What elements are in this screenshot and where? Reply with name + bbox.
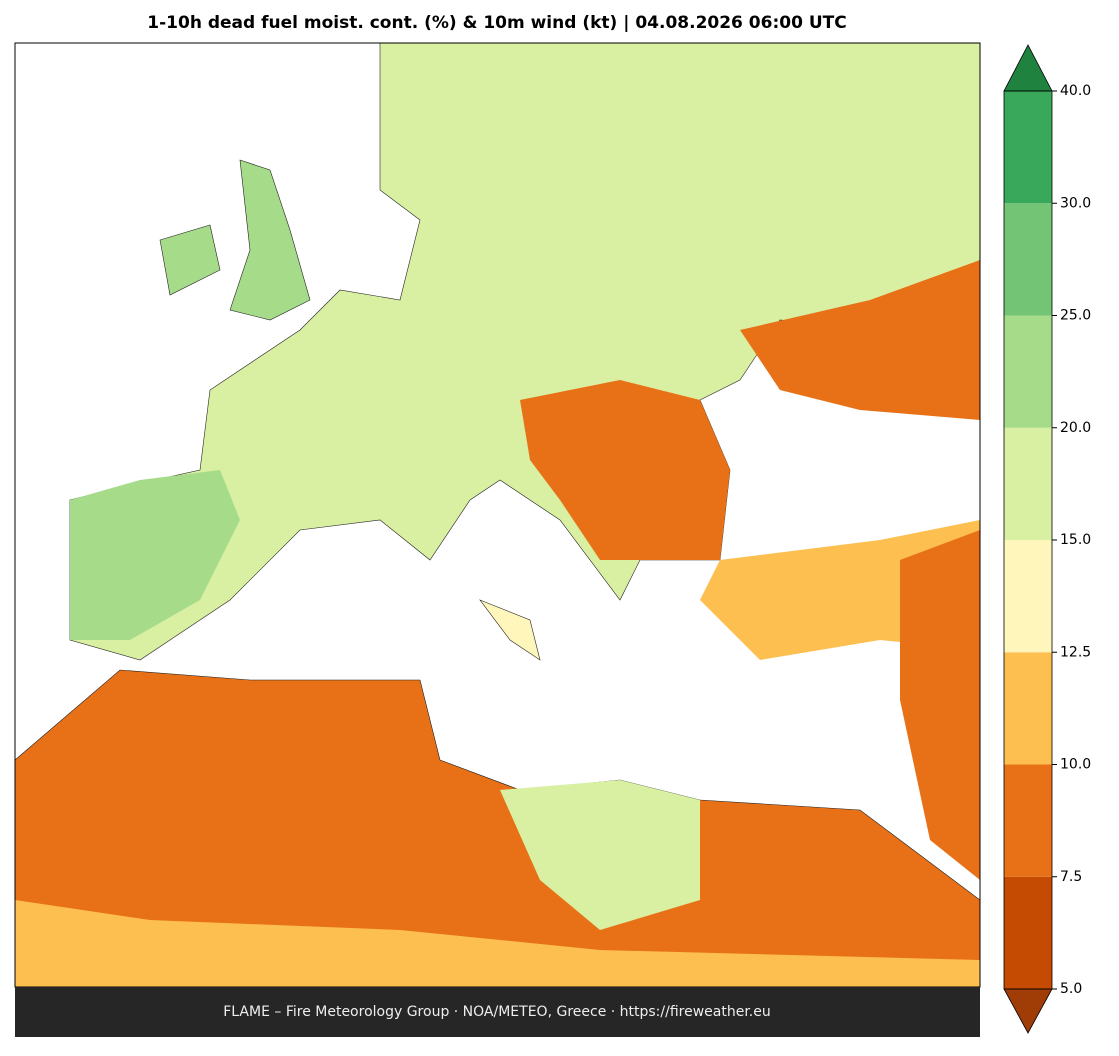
title: 1-10h dead fuel moist. cont. (%) & 10m w… <box>147 13 846 33</box>
colorbar-band <box>1004 315 1052 428</box>
colorbar-over <box>1003 44 1053 92</box>
colorbar-band <box>1004 652 1052 765</box>
colorbar-tick-label: 10.0 <box>1060 757 1091 773</box>
land-iberia <box>70 470 240 640</box>
footer-bar <box>15 987 980 1037</box>
colorbar-tick-label: 7.5 <box>1060 869 1082 885</box>
colorbar-band <box>1004 876 1052 989</box>
map <box>14 42 981 988</box>
land-britain <box>229 159 311 321</box>
dry-east <box>740 260 980 420</box>
dry-balkans <box>520 380 730 560</box>
colorbar-band <box>1004 203 1052 316</box>
colorbar-tick-label: 15.0 <box>1060 532 1091 548</box>
colorbar-band <box>1004 540 1052 653</box>
colorbar-tick-label: 30.0 <box>1060 195 1091 211</box>
land-ireland <box>159 224 221 296</box>
land-italy <box>479 599 541 661</box>
colorbar-band <box>1004 427 1052 540</box>
dry-levant <box>900 530 980 880</box>
colorbar-band <box>1004 91 1052 204</box>
footer-text: FLAME – Fire Meteorology Group · NOA/MET… <box>223 1004 771 1020</box>
colorbar-tick-label: 40.0 <box>1060 83 1091 99</box>
colorbar-under <box>1003 988 1053 1034</box>
colorbar-tick-label: 25.0 <box>1060 308 1091 324</box>
colorbar-band <box>1004 764 1052 877</box>
colorbar-tick-label: 20.0 <box>1060 420 1091 436</box>
colorbar-tick-label: 5.0 <box>1060 981 1082 997</box>
land-sahel <box>15 900 980 987</box>
land-egypt <box>500 780 700 930</box>
colorbar-tick-label: 12.5 <box>1060 644 1091 660</box>
